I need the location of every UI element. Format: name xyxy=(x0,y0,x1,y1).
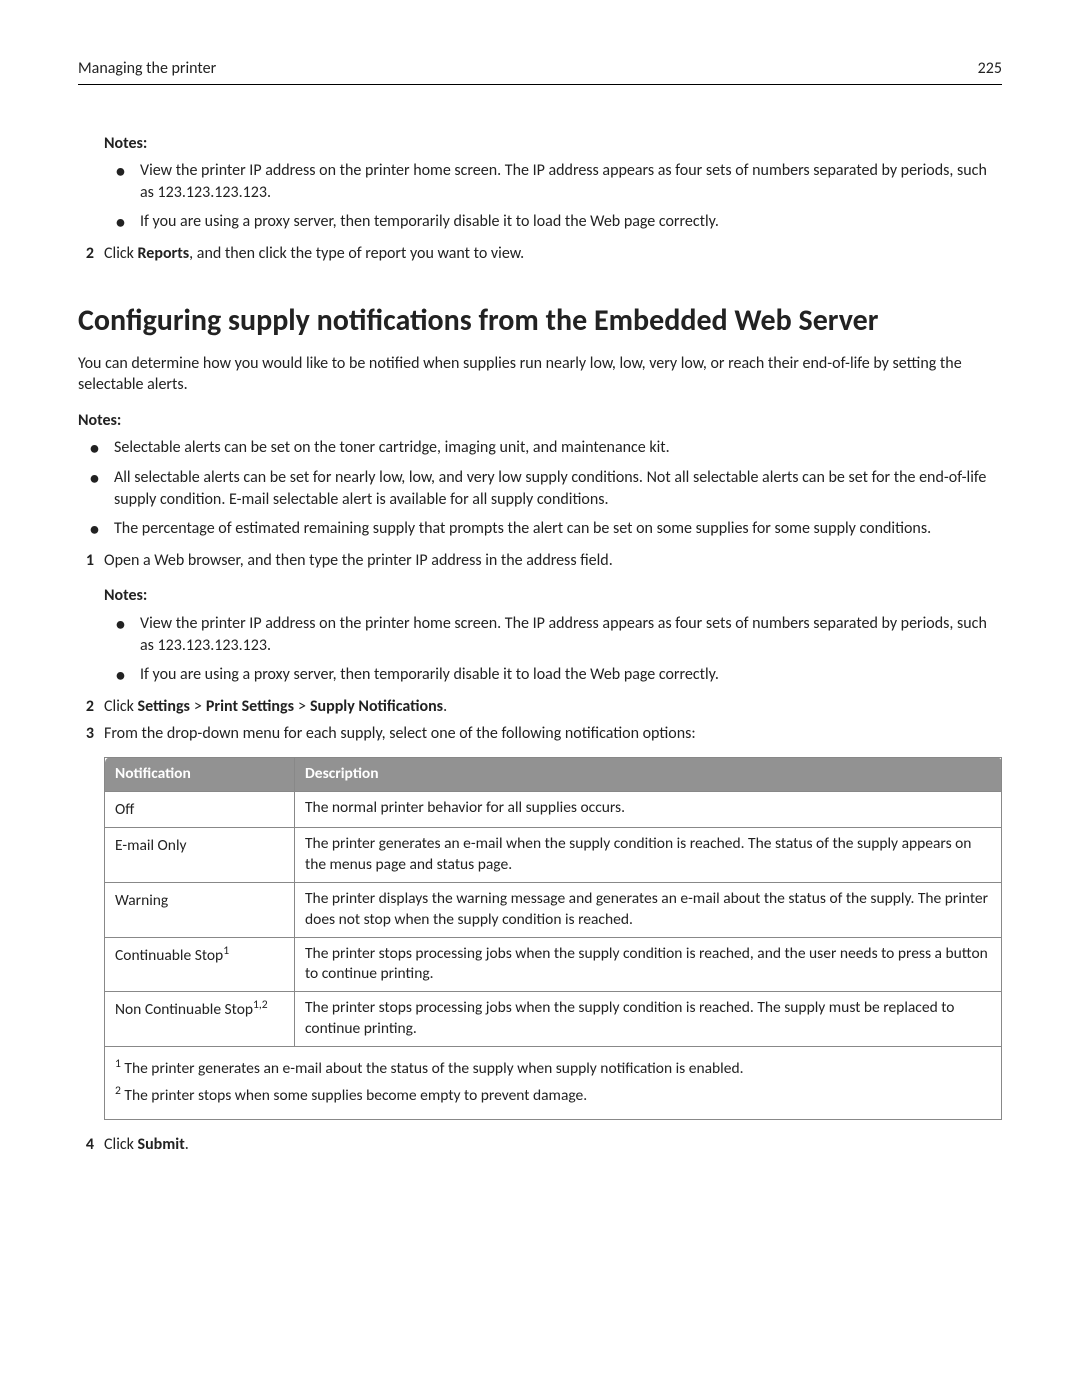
step-number: 2 xyxy=(78,696,104,718)
notification-name: Off xyxy=(105,791,295,827)
table-row: E-mail Only The printer generates an e-m… xyxy=(105,827,1002,882)
table-row: Off The normal printer behavior for all … xyxy=(105,791,1002,827)
step-number: 2 xyxy=(78,243,104,265)
notification-desc: The printer generates an e-mail when the… xyxy=(295,827,1002,882)
crumb-separator: > xyxy=(298,697,306,716)
step-body: Click Settings>Print Settings>Supply Not… xyxy=(104,696,1002,718)
table-header-description: Description xyxy=(295,757,1002,791)
header-page-number: 225 xyxy=(978,58,1002,80)
footnote-1: 1 The printer generates an e-mail about … xyxy=(115,1057,991,1080)
text: Off xyxy=(115,800,134,819)
step-3: 3 From the drop-down menu for each suppl… xyxy=(78,723,1002,745)
step-body: Click Submit. xyxy=(104,1134,1002,1156)
list-item: The percentage of estimated remaining su… xyxy=(108,518,1002,540)
step-2: 2 Click Settings>Print Settings>Supply N… xyxy=(78,696,1002,718)
step-4: 4 Click Submit. xyxy=(78,1134,1002,1156)
text: . xyxy=(185,1135,189,1154)
step-number: 4 xyxy=(78,1134,104,1156)
text: The printer generates an e-mail about th… xyxy=(121,1059,744,1078)
text: Click xyxy=(104,1135,138,1154)
notification-name: Non Continuable Stop1,2 xyxy=(105,992,295,1047)
notification-name: Warning xyxy=(105,882,295,937)
crumb-print-settings: Print Settings xyxy=(206,697,294,716)
list-item: Selectable alerts can be set on the tone… xyxy=(108,437,1002,459)
table-row: Warning The printer displays the warning… xyxy=(105,882,1002,937)
table-header-notification: Notification xyxy=(105,757,295,791)
text: Warning xyxy=(115,891,168,910)
table-row: Continuable Stop1 The printer stops proc… xyxy=(105,937,1002,992)
reports-bold: Reports xyxy=(138,244,190,263)
table-footnotes: 1 The printer generates an e-mail about … xyxy=(104,1047,1002,1120)
section-intro: You can determine how you would like to … xyxy=(78,353,1002,396)
intro-notes-label: Notes: xyxy=(104,133,1002,155)
notification-desc: The printer stops processing jobs when t… xyxy=(295,992,1002,1047)
step-number: 1 xyxy=(78,550,104,572)
step-body: From the drop-down menu for each supply,… xyxy=(104,723,1002,745)
step-body: Click Reports, and then click the type o… xyxy=(104,243,1002,265)
text: Click xyxy=(104,244,138,263)
submit-bold: Submit xyxy=(138,1135,185,1154)
header-left: Managing the printer xyxy=(78,58,216,80)
step1-notes-label: Notes: xyxy=(104,585,1002,607)
step1-notes-list: View the printer IP address on the print… xyxy=(104,613,1002,686)
list-item: View the printer IP address on the print… xyxy=(134,613,1002,656)
text: , and then click the type of report you … xyxy=(189,244,524,263)
crumb-supply-notifications: Supply Notifications xyxy=(310,697,443,716)
text: . xyxy=(443,697,447,716)
step-1: 1 Open a Web browser, and then type the … xyxy=(78,550,1002,572)
notification-desc: The normal printer behavior for all supp… xyxy=(295,791,1002,827)
crumb-settings: Settings xyxy=(138,697,190,716)
list-item: If you are using a proxy server, then te… xyxy=(134,664,1002,686)
step-body: Open a Web browser, and then type the pr… xyxy=(104,550,1002,572)
notification-table: Notification Description Off The normal … xyxy=(104,757,1002,1047)
crumb-separator: > xyxy=(194,697,202,716)
step-number: 3 xyxy=(78,723,104,745)
sup: 1,2 xyxy=(253,998,268,1012)
notification-name: E-mail Only xyxy=(105,827,295,882)
intro-notes-list: View the printer IP address on the print… xyxy=(104,160,1002,233)
notification-desc: The printer displays the warning message… xyxy=(295,882,1002,937)
table-row: Non Continuable Stop1,2 The printer stop… xyxy=(105,992,1002,1047)
list-item: All selectable alerts can be set for nea… xyxy=(108,467,1002,510)
text: Non Continuable Stop xyxy=(115,1001,253,1020)
notification-desc: The printer stops processing jobs when t… xyxy=(295,937,1002,992)
notification-name: Continuable Stop1 xyxy=(105,937,295,992)
section-notes-list: Selectable alerts can be set on the tone… xyxy=(78,437,1002,539)
sup: 1 xyxy=(223,944,229,958)
section-notes-label: Notes: xyxy=(78,410,1002,432)
text: The printer stops when some supplies bec… xyxy=(121,1086,587,1105)
text: Click xyxy=(104,697,138,716)
footnote-2: 2 The printer stops when some supplies b… xyxy=(115,1084,991,1107)
text: E-mail Only xyxy=(115,836,187,855)
section-title: Configuring supply notifications from th… xyxy=(78,303,1002,339)
text: Continuable Stop xyxy=(115,946,223,965)
page-header: Managing the printer 225 xyxy=(78,58,1002,85)
list-item: If you are using a proxy server, then te… xyxy=(134,211,1002,233)
pre-heading-step-2: 2 Click Reports, and then click the type… xyxy=(78,243,1002,265)
list-item: View the printer IP address on the print… xyxy=(134,160,1002,203)
